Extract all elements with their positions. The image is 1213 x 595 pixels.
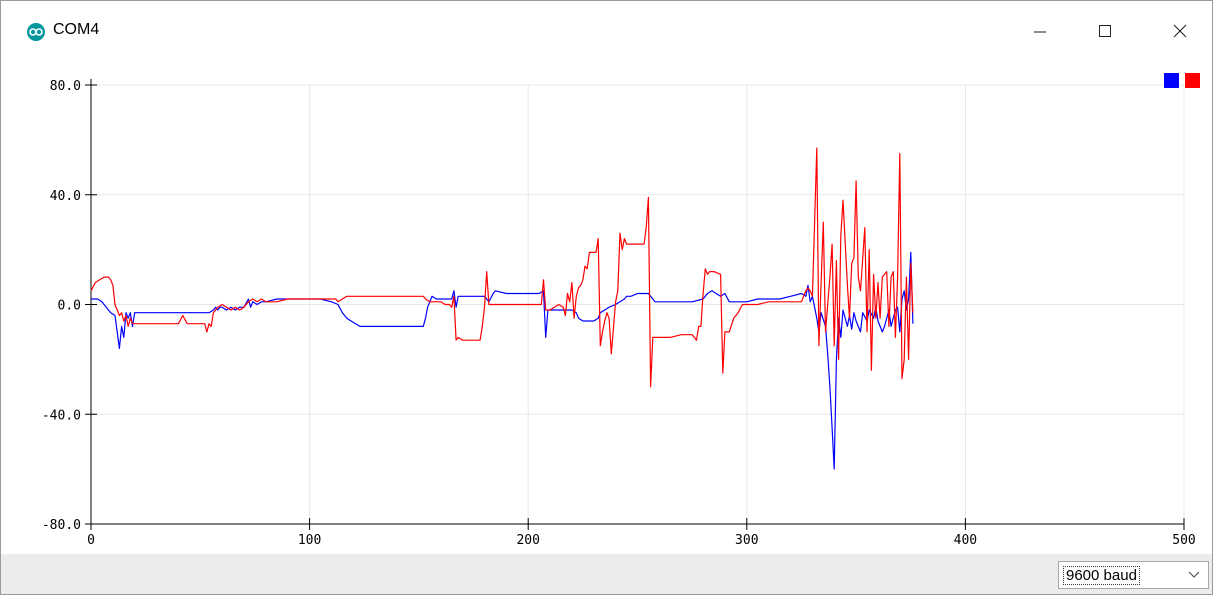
- x-tick-label: 500: [1172, 533, 1195, 548]
- x-tick-label: 0: [87, 533, 95, 548]
- close-icon: [1173, 24, 1187, 38]
- baud-rate-value: 9600 baud: [1063, 566, 1140, 585]
- chevron-down-icon[interactable]: [1180, 562, 1208, 588]
- legend-swatch-2: [1185, 73, 1200, 88]
- x-tick-label: 200: [516, 533, 539, 548]
- baud-rate-select[interactable]: 9600 baud: [1058, 561, 1209, 589]
- status-bar: 9600 baud: [1, 554, 1212, 594]
- y-tick-label: 80.0: [50, 79, 81, 94]
- series-line-1: [91, 251, 914, 470]
- y-tick-label: -40.0: [42, 408, 81, 423]
- maximize-icon: [1099, 25, 1111, 37]
- x-tick-label: 300: [735, 533, 758, 548]
- x-tick-label: 100: [298, 533, 321, 548]
- arduino-icon: [27, 23, 45, 41]
- minimize-button[interactable]: [1017, 13, 1063, 49]
- legend-swatch-1: [1164, 73, 1179, 88]
- line-chart: 0 100 200 300 400 500 -80.0 -40.0 0.0 40.0 80.0: [42, 73, 1200, 548]
- minimize-icon: [1034, 31, 1046, 33]
- y-tick-label: 40.0: [50, 189, 81, 204]
- series-line-2: [90, 147, 914, 388]
- window-title: COM4: [53, 21, 100, 38]
- y-tick-label: -80.0: [42, 518, 81, 533]
- x-tick-label: 400: [954, 533, 977, 548]
- maximize-button[interactable]: [1082, 13, 1128, 49]
- plot-area: 0 100 200 300 400 500 -80.0 -40.0 0.0 40.0 80.0: [1, 61, 1212, 554]
- y-tick-label: 0.0: [58, 299, 81, 314]
- close-button[interactable]: [1157, 13, 1203, 49]
- title-bar[interactable]: COM4: [1, 1, 1212, 61]
